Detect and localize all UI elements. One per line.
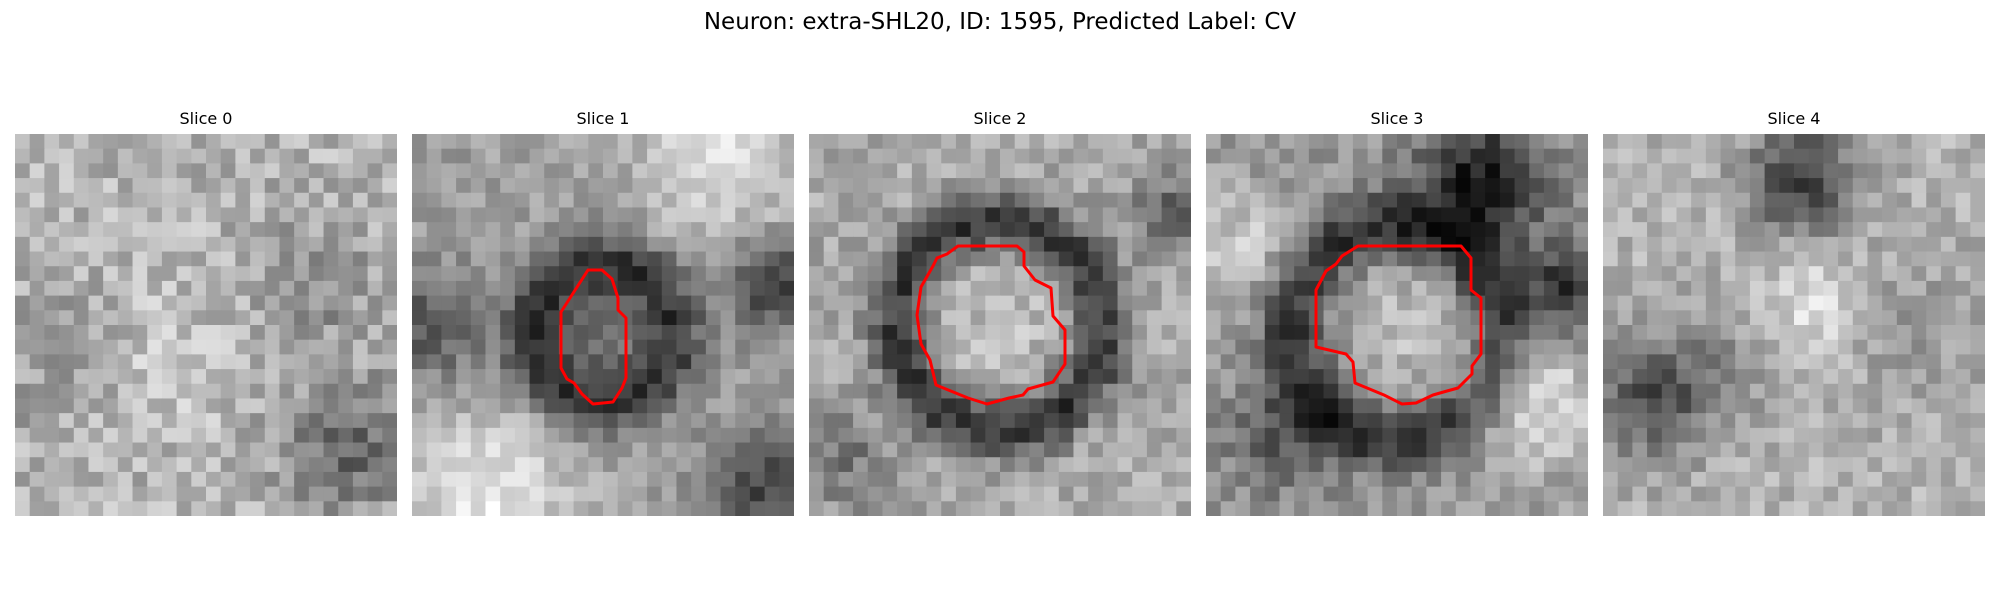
figure-title: Neuron: extra-SHL20, ID: 1595, Predicted… [703, 9, 1297, 35]
segmentation-contour [1314, 244, 1483, 406]
segmentation-contour [915, 244, 1067, 406]
slice-image [809, 134, 1191, 516]
slice-title: Slice 3 [1370, 109, 1424, 128]
slice-image [1206, 134, 1588, 516]
slice-title: Slice 2 [973, 109, 1027, 128]
slice-title: Slice 0 [179, 109, 233, 128]
slice-image [1603, 134, 1985, 516]
slice-image [412, 134, 794, 516]
slice-title: Slice 1 [576, 109, 630, 128]
segmentation-contour [559, 268, 628, 406]
slice-image [15, 134, 397, 516]
slice-title: Slice 4 [1767, 109, 1821, 128]
